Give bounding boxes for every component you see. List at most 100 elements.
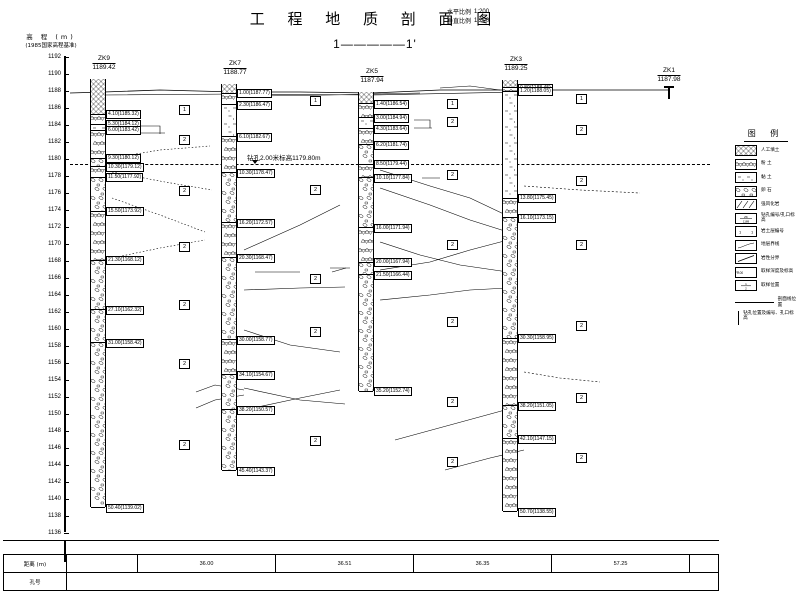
axis-tick-label: 1186 bbox=[48, 104, 61, 111]
layer-number-box: 2 bbox=[447, 240, 458, 250]
axis-tick bbox=[64, 227, 69, 228]
borehole-layer-segment bbox=[222, 93, 236, 105]
borehole-layer-segment bbox=[359, 228, 373, 263]
borehole-layer-segment bbox=[359, 177, 373, 229]
borehole-layer-segment bbox=[91, 158, 105, 168]
axis-tick-label: 1178 bbox=[48, 172, 61, 179]
legend-label: 强风化岩 bbox=[761, 201, 780, 207]
layer-number-box: 1 bbox=[310, 95, 321, 106]
borehole-cap bbox=[664, 86, 674, 88]
legend-label: 岩土层编号 bbox=[761, 228, 784, 234]
axis-tick bbox=[64, 329, 69, 330]
axis-tick bbox=[64, 74, 69, 75]
distance-cell: 36.35 bbox=[413, 554, 552, 573]
depth-elevation-label: 50.40(1139.02) bbox=[106, 503, 144, 513]
depth-elevation-label: 10.30(1179.12) bbox=[106, 162, 144, 172]
depth-elevation-label: 20.00(1167.94) bbox=[374, 258, 412, 267]
layer-number-box: 2 bbox=[179, 186, 190, 197]
legend-label: 取样深度及标高 bbox=[761, 269, 794, 275]
elevation-axis-caption: 高 程 (m) (1985国家高程基准) bbox=[8, 33, 94, 51]
legend-row: 黏 土 bbox=[735, 172, 797, 183]
table-left-rule bbox=[64, 540, 66, 562]
axis-tick bbox=[64, 244, 69, 245]
legend-row: 岩性分界 bbox=[735, 253, 797, 264]
axis-tick-label: 1176 bbox=[48, 189, 61, 196]
borehole-layer-segment bbox=[91, 177, 105, 212]
axis-tick-label: 1154 bbox=[48, 376, 61, 383]
depth-elevation-label: 13.80(1175.45) bbox=[518, 194, 556, 204]
axis-tick-label: 1136 bbox=[48, 529, 61, 536]
borehole-id: ZK7 bbox=[223, 60, 247, 70]
layer-number-box: 2 bbox=[447, 170, 458, 181]
elevation-axis-line bbox=[64, 56, 66, 532]
depth-elevation-label: 16.00(1171.94) bbox=[374, 224, 412, 233]
depth-elevation-label: 31.00(1158.42) bbox=[106, 338, 144, 348]
layer-number-box: 2 bbox=[179, 439, 190, 450]
water-table-triangle-icon bbox=[252, 160, 258, 164]
axis-tick bbox=[64, 414, 69, 415]
depth-elevation-label: 3.00(1184.94) bbox=[374, 113, 409, 123]
axis-tick bbox=[64, 142, 69, 143]
depth-elevation-label: 21.30(1168.12) bbox=[106, 256, 144, 266]
depth-elevation-label: 27.10(1162.32) bbox=[106, 305, 144, 315]
depth-elevation-label: 30.00(1158.77) bbox=[237, 335, 275, 345]
axis-tick bbox=[64, 57, 69, 58]
table-row: 孔号 bbox=[3, 572, 719, 591]
depth-elevation-label: 42.10(1147.15) bbox=[518, 434, 556, 444]
svg-text:0.00: 0.00 bbox=[737, 271, 743, 275]
layer-number-box: 1 bbox=[576, 93, 587, 104]
axis-tick-label: 1164 bbox=[48, 291, 61, 298]
borehole-layer-segment bbox=[359, 144, 373, 165]
borehole-layer-segment bbox=[91, 309, 105, 344]
axis-tick-label: 1144 bbox=[48, 461, 61, 468]
depth-elevation-label: 1.00(1187.77) bbox=[237, 89, 272, 99]
legend-panel: 图 例 人工填土粉 土黏 土卵 石强风化岩 ZK 1189 钻孔编号/孔口标高 1 1 岩土… bbox=[735, 128, 797, 325]
axis-tick bbox=[64, 397, 69, 398]
depth-elevation-label: 16.10(1173.15) bbox=[518, 213, 556, 223]
borehole-layer-segment bbox=[222, 374, 236, 411]
borehole-layer-segment bbox=[222, 172, 236, 224]
axis-tick bbox=[64, 533, 69, 534]
axis-tick-label: 1188 bbox=[48, 87, 61, 94]
depth-elevation-label: 2.30(1186.47) bbox=[237, 100, 272, 110]
borehole-header-zk9: ZK9 1189.42 bbox=[92, 55, 116, 72]
legend-label: 粉 土 bbox=[761, 161, 772, 167]
borehole-layer-segment bbox=[503, 438, 517, 513]
borehole-id: ZK3 bbox=[504, 56, 528, 66]
legend-label: 岩性分界 bbox=[761, 255, 780, 261]
depth-elevation-label: 4.30(1183.64) bbox=[374, 124, 409, 134]
legend-row: 0.00 取样深度及标高 bbox=[735, 266, 797, 278]
axis-tick bbox=[64, 346, 69, 347]
borehole-layer-segment bbox=[222, 84, 236, 94]
axis-tick-label: 1168 bbox=[48, 257, 61, 264]
axis-tick bbox=[64, 380, 69, 381]
borehole-layer-segment bbox=[91, 166, 105, 178]
clay-dash-icon bbox=[735, 172, 757, 183]
distance-row-header: 距离 (m) bbox=[3, 554, 67, 573]
borehole-layer-segment bbox=[359, 164, 373, 179]
legend-row: 卵 石 bbox=[735, 185, 797, 197]
depth-elevation-label: 20.30(1168.47) bbox=[237, 253, 275, 263]
borehole-layer-segment bbox=[91, 124, 105, 131]
page-title: 工 程 地 质 剖 面 图 bbox=[249, 10, 501, 28]
depth-elevation-label: 50.70(1138.55) bbox=[518, 507, 556, 517]
legend-row: 人工填土 bbox=[735, 145, 797, 156]
axis-tick-label: 1162 bbox=[48, 308, 61, 315]
legend-bottom-label-0: 剖面线位置 bbox=[777, 297, 797, 308]
depth-elevation-label: 1.40(1186.54) bbox=[374, 99, 409, 109]
section-line-symbol bbox=[735, 302, 774, 303]
axis-tick-label: 1146 bbox=[48, 444, 61, 451]
borehole-layer-segment bbox=[359, 262, 373, 276]
axis-tick-label: 1182 bbox=[48, 138, 61, 145]
table-row: 距离 (m) 36.00 36.51 36.35 57.25 bbox=[3, 554, 719, 573]
borehole-layer-segment bbox=[359, 128, 373, 146]
legend-label: 钻孔编号/孔口标高 bbox=[761, 212, 795, 224]
depth-elevation-label: 38.20(1150.57) bbox=[237, 405, 275, 415]
borehole-layer-segment bbox=[222, 222, 236, 258]
axis-tick bbox=[64, 312, 69, 313]
svg-text:1: 1 bbox=[745, 282, 747, 286]
borehole-id: ZK9 bbox=[92, 55, 116, 64]
borehole-layer-segment bbox=[359, 117, 373, 130]
